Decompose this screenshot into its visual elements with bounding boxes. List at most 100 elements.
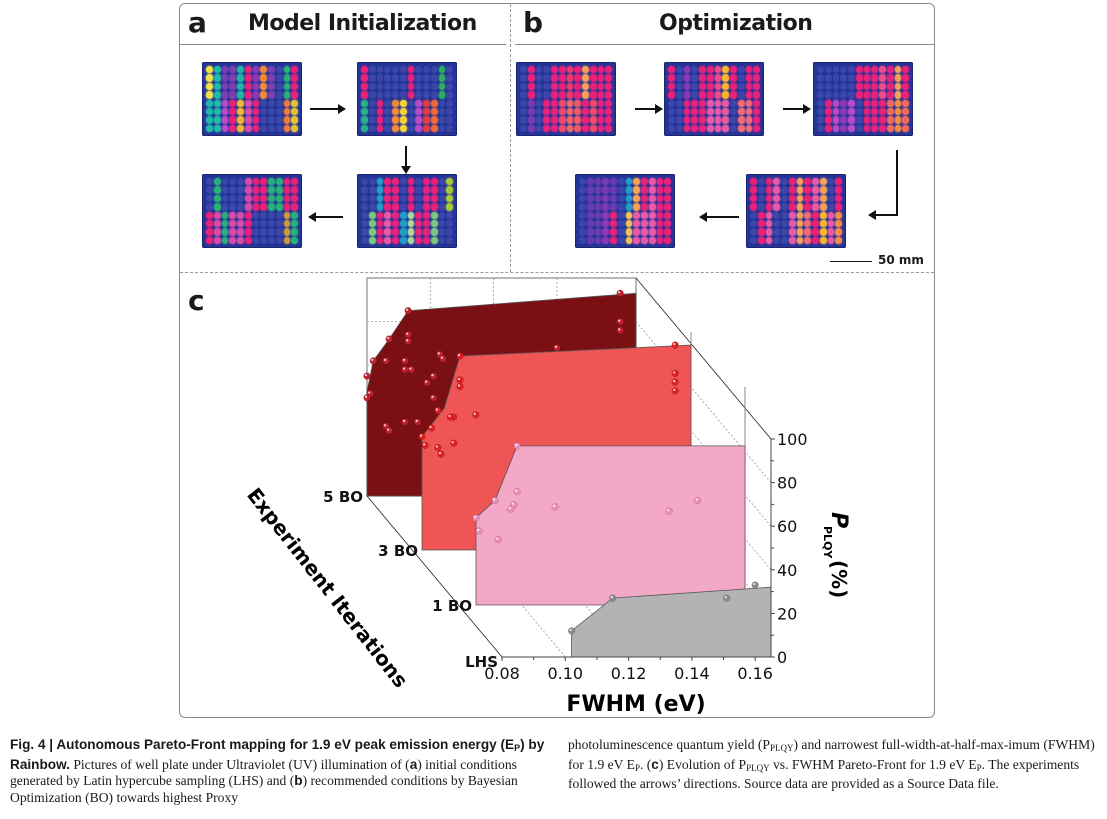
- well: [625, 186, 633, 194]
- well: [648, 219, 656, 228]
- well: [244, 186, 252, 194]
- well: [579, 194, 586, 203]
- data-point-highlight: [383, 424, 387, 427]
- well: [392, 186, 399, 194]
- data-point-highlight: [618, 319, 621, 322]
- well: [368, 194, 376, 203]
- well: [384, 186, 391, 194]
- caption-title: Fig. 4 | Autonomous Pareto-Front mapping…: [10, 737, 545, 772]
- well: [423, 186, 430, 194]
- well: [361, 194, 368, 203]
- well: [213, 66, 221, 74]
- grid-line: [366, 495, 503, 658]
- well: [399, 194, 407, 203]
- well: [594, 236, 602, 244]
- arrow-head-icon: [655, 104, 663, 114]
- well: [641, 219, 648, 228]
- well: [438, 219, 446, 228]
- well: [757, 228, 765, 236]
- well: [586, 228, 594, 236]
- well: [773, 219, 780, 228]
- well: [582, 74, 589, 82]
- well: [664, 228, 671, 236]
- well: [804, 236, 811, 244]
- well: [213, 82, 221, 91]
- well: [753, 99, 760, 107]
- well: [543, 107, 550, 116]
- well: [237, 178, 244, 186]
- well: [788, 236, 796, 244]
- well: [221, 203, 229, 211]
- data-point-highlight: [515, 443, 518, 446]
- well: [633, 228, 640, 236]
- data-point-highlight: [473, 515, 477, 518]
- well: [206, 203, 213, 211]
- well: [605, 82, 612, 91]
- well: [840, 107, 847, 116]
- well: [824, 116, 832, 124]
- well: [291, 211, 298, 219]
- well: [275, 211, 283, 219]
- well: [602, 211, 609, 219]
- well: [610, 186, 617, 194]
- well: [656, 219, 664, 228]
- well: [773, 236, 780, 244]
- well: [213, 211, 221, 219]
- data-point-highlight: [473, 412, 476, 415]
- well: [275, 228, 283, 236]
- well: [781, 236, 788, 244]
- data-point: [751, 581, 759, 589]
- well: [229, 194, 236, 203]
- well: [260, 82, 267, 91]
- well: [683, 107, 691, 116]
- well: [384, 203, 391, 211]
- well: [392, 178, 399, 186]
- well: [848, 107, 855, 116]
- well: [446, 219, 453, 228]
- arrow-head-icon: [868, 210, 876, 220]
- well: [446, 99, 453, 107]
- well: [213, 124, 221, 132]
- well: [430, 194, 438, 203]
- z-tick-label: LHS: [465, 653, 498, 671]
- well: [446, 116, 453, 124]
- well: [745, 124, 753, 132]
- well: [206, 82, 213, 91]
- well: [527, 74, 535, 82]
- well: [617, 211, 625, 219]
- well: [641, 194, 648, 203]
- data-point: [456, 352, 464, 360]
- well: [781, 203, 788, 211]
- well: [714, 116, 722, 124]
- well: [268, 82, 275, 91]
- well: [827, 236, 835, 244]
- well: [730, 66, 737, 74]
- well: [543, 99, 550, 107]
- well: [804, 211, 811, 219]
- well: [871, 124, 878, 132]
- well: [244, 82, 252, 91]
- well: [237, 228, 244, 236]
- data-point: [407, 365, 415, 374]
- well: [392, 211, 399, 219]
- well: [832, 107, 840, 116]
- well: [237, 211, 244, 219]
- well: [586, 211, 594, 219]
- well: [392, 219, 399, 228]
- well: [796, 203, 804, 211]
- well: [392, 194, 399, 203]
- well: [863, 124, 871, 132]
- well: [283, 66, 291, 74]
- well: [430, 74, 438, 82]
- well: [361, 178, 368, 186]
- well: [275, 124, 283, 132]
- well: [206, 99, 213, 107]
- well: [407, 107, 415, 116]
- well: [641, 203, 648, 211]
- well: [788, 178, 796, 186]
- data-point: [456, 382, 464, 391]
- well: [641, 228, 648, 236]
- well: [648, 186, 656, 194]
- data-point-highlight: [554, 345, 557, 348]
- well: [827, 203, 835, 211]
